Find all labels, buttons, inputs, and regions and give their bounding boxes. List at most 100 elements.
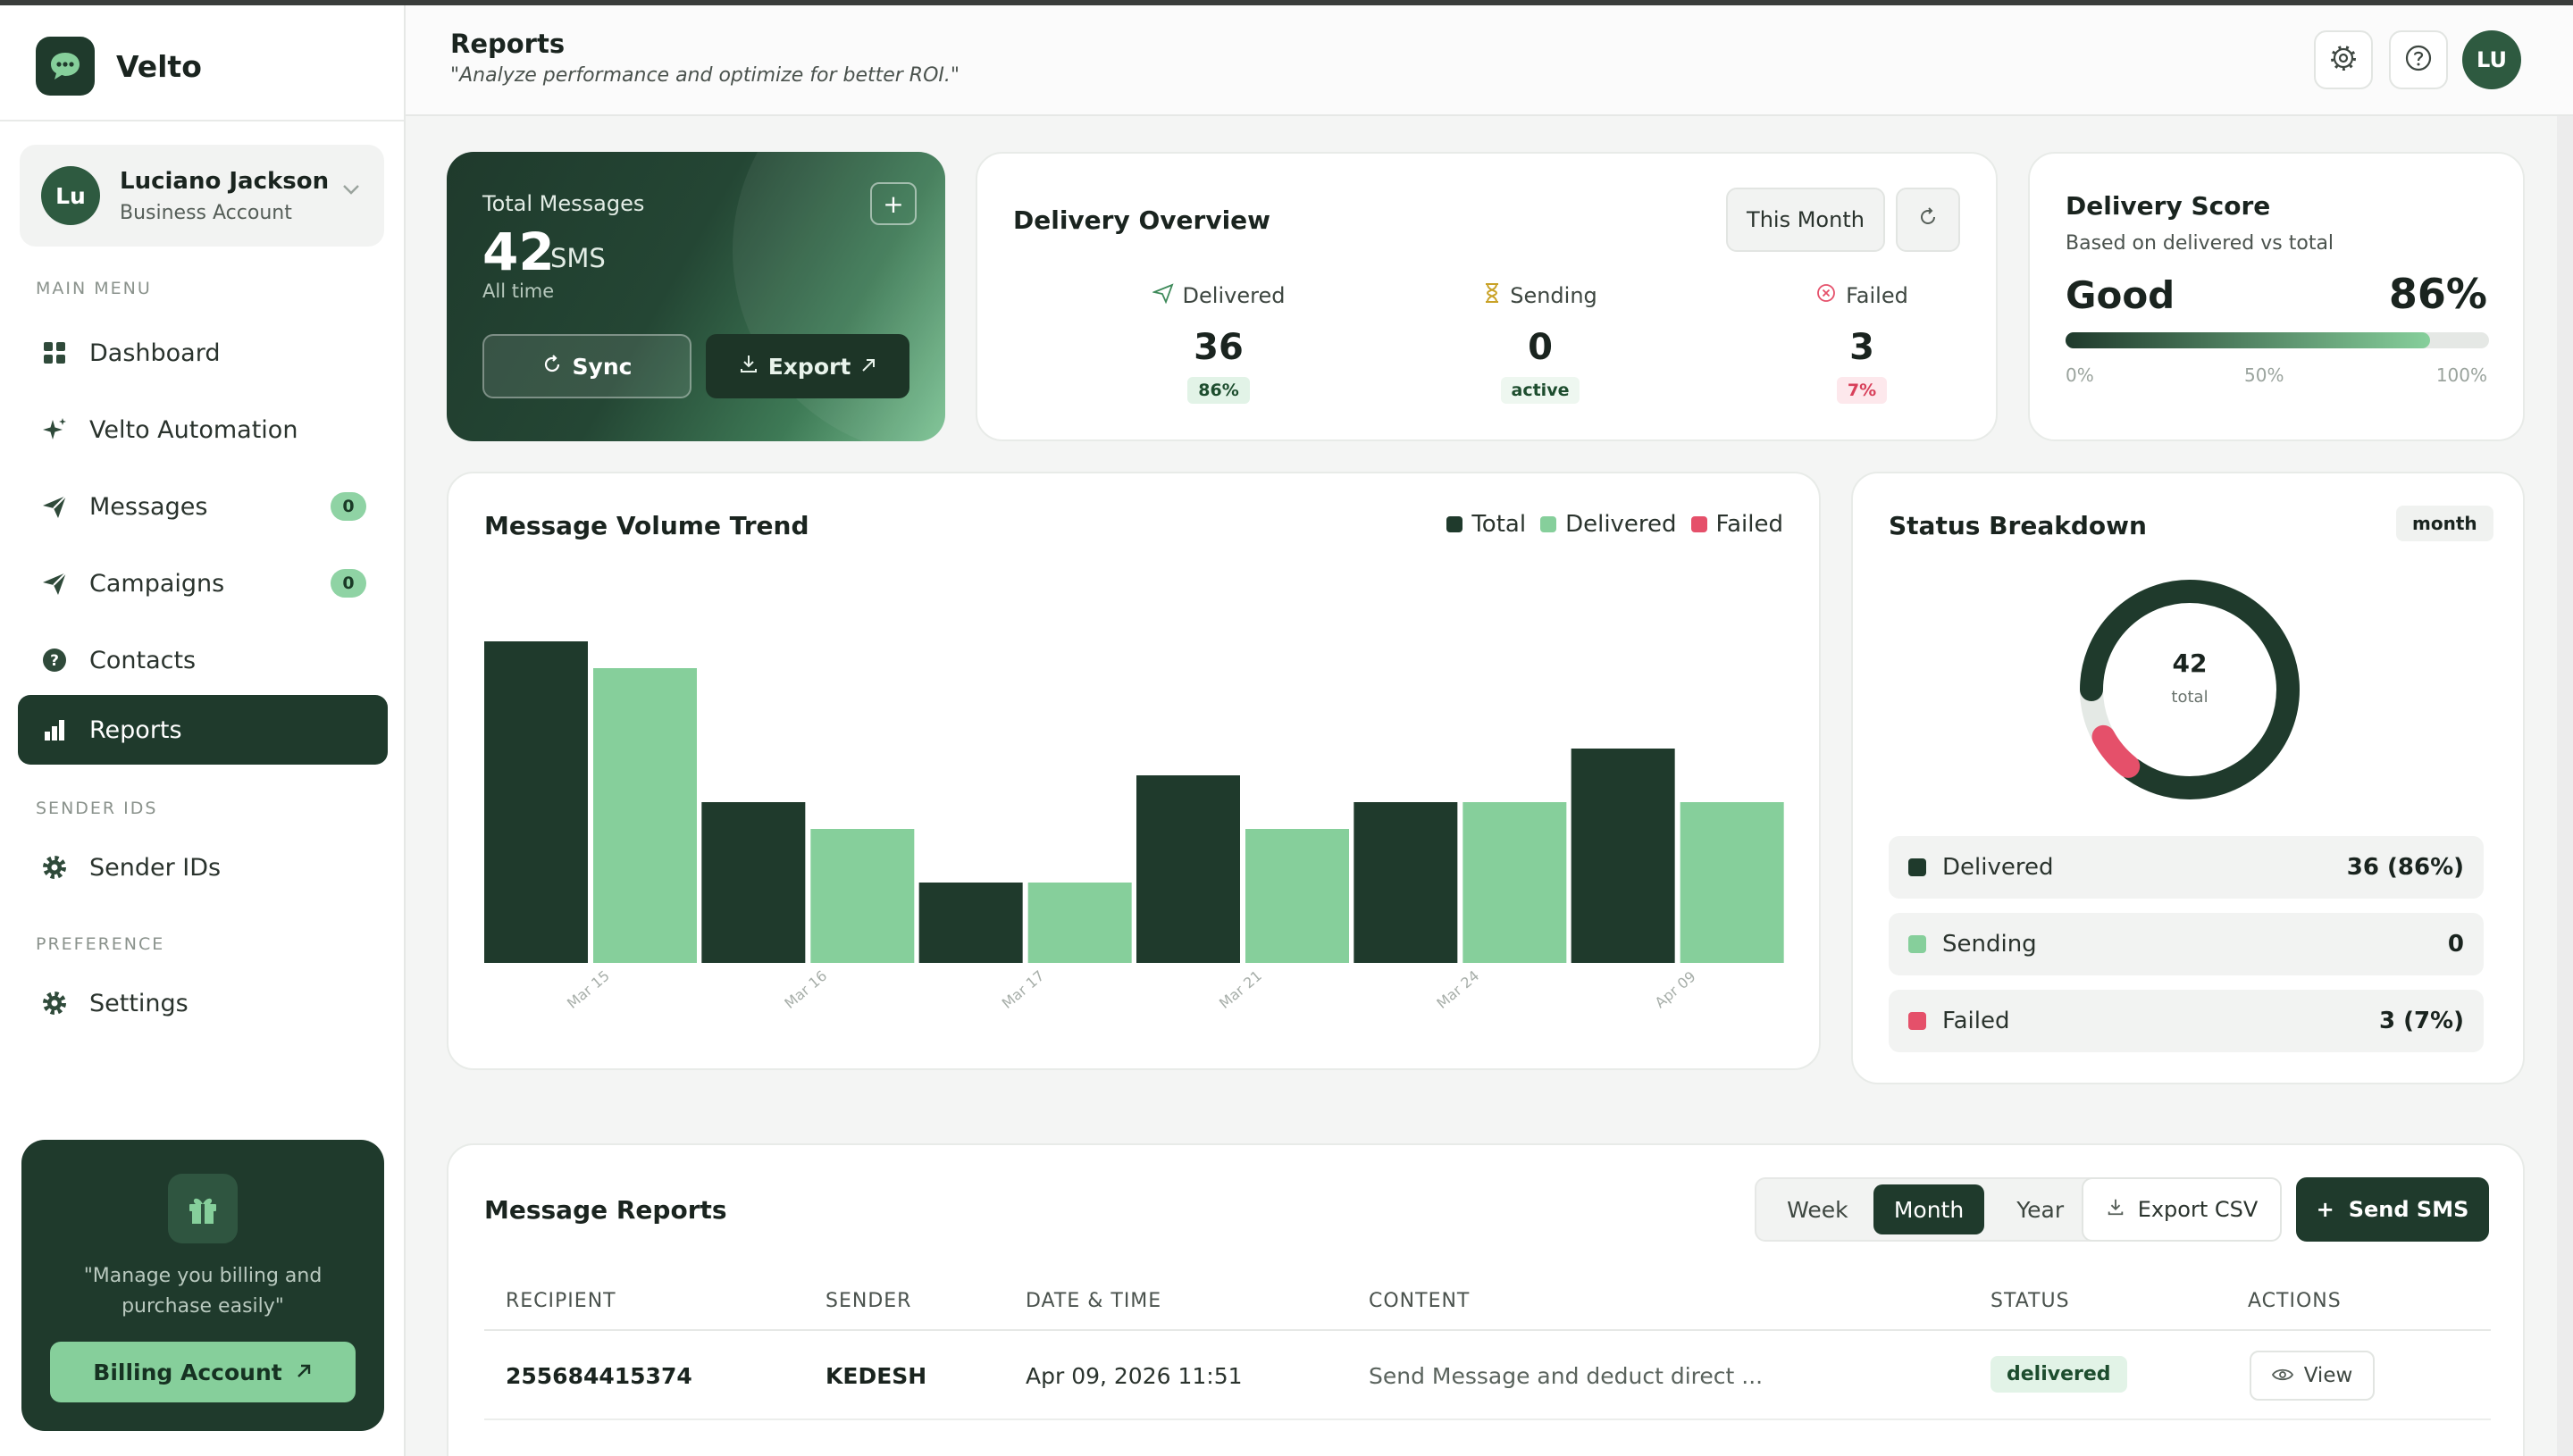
stat-chip: 7% [1836,377,1888,404]
status-breakdown-card: Status Breakdown month 42 total Delivere… [1851,472,2525,1084]
stat-chip: 86% [1187,377,1250,404]
status-row-value: 3 (7%) [2378,1008,2464,1034]
status-row-failed: Failed 3 (7%) [1889,990,2484,1052]
period-select[interactable]: This Month [1726,188,1885,252]
bar-total-0[interactable] [484,641,588,963]
bar-chart-icon [39,715,70,745]
brand[interactable]: Velto [36,36,202,96]
bar-delivered-1[interactable] [810,829,915,963]
x-circle-icon [1815,282,1837,309]
table-row-divider [484,1418,2491,1420]
bar-total-3[interactable] [1136,775,1240,963]
gift-icon [168,1174,238,1243]
view-label: View [2303,1364,2353,1387]
billing-button-label: Billing Account [93,1359,282,1385]
hourglass-icon [1483,282,1501,309]
status-donut-chart [2080,580,2300,799]
scrollbar[interactable] [2557,116,2573,1456]
export-button[interactable]: Export [706,334,909,398]
sidebar-item-dashboard[interactable]: Dashboard [18,318,388,388]
x-tick-label: Mar 21 [1216,967,1265,1012]
view-button[interactable]: View [2250,1351,2375,1401]
export-csv-button[interactable]: Export CSV [2082,1177,2282,1242]
donut-slice-delivered[interactable] [2080,580,2300,799]
x-tick-label: Mar 17 [999,967,1048,1012]
delivery-score-subtitle: Based on delivered vs total [2066,232,2334,255]
cell-content: Send Message and deduct direct ... [1369,1363,1764,1389]
page-title: Reports [450,29,566,59]
delivery-score-percent: 86% [2388,270,2487,318]
billing-account-button[interactable]: Billing Account [50,1342,356,1402]
export-label: Export [767,353,851,380]
bar-delivered-0[interactable] [593,668,697,963]
sidebar-item-messages[interactable]: Messages 0 [18,472,388,541]
bar-total-2[interactable] [918,883,1023,963]
status-badge: delivered [1991,1356,2127,1393]
sidebar-item-settings[interactable]: Settings [18,968,388,1038]
bar-delivered-4[interactable] [1463,802,1567,963]
bar-delivered-3[interactable] [1245,829,1349,963]
column-header-sender[interactable]: SENDER [826,1290,912,1312]
stat-delivered: Delivered 36 86% [1085,282,1353,404]
total-messages-card: Total Messages 42 SMS All time + Sync Ex… [447,152,945,441]
sync-button[interactable]: Sync [482,334,691,398]
bar-total-5[interactable] [1571,749,1675,963]
column-header-status[interactable]: STATUS [1991,1290,2070,1312]
column-header-actions[interactable]: ACTIONS [2248,1290,2342,1312]
x-tick-label: Mar 16 [781,967,830,1012]
sidebar-item-label: Sender IDs [89,853,222,882]
sidebar-item-label: Reports [89,715,182,744]
refresh-button[interactable] [1896,188,1960,252]
send-icon [39,568,70,598]
send-sms-label: Send SMS [2348,1197,2469,1222]
total-messages-label: Total Messages [482,191,645,216]
account-switcher[interactable]: Lu Luciano Jackson Business Account [20,145,384,247]
send-sms-button[interactable]: + Send SMS [2296,1177,2489,1242]
column-header-datetime[interactable]: DATE & TIME [1026,1290,1162,1312]
send-icon [1151,282,1174,309]
column-header-content[interactable]: CONTENT [1369,1290,1471,1312]
range-year[interactable]: Year [2016,1196,2065,1223]
column-header-recipient[interactable]: RECIPIENT [506,1290,616,1312]
bar-total-1[interactable] [701,802,806,963]
brand-name: Velto [116,48,202,84]
status-row-label: Sending [1942,931,2037,958]
status-row-value: 0 [2447,931,2464,958]
total-messages-value: 42 [482,222,555,282]
sidebar-item-velto-automation[interactable]: Velto Automation [18,395,388,464]
stat-chip: active [1500,377,1580,404]
total-messages-sub: All time [482,280,555,302]
bar-total-4[interactable] [1354,802,1458,963]
add-button[interactable]: + [870,182,917,225]
bar-delivered-2[interactable] [1027,883,1132,963]
sidebar-item-label: Contacts [89,646,197,674]
sidebar-item-sender-ids[interactable]: Sender IDs [18,833,388,902]
period-chip[interactable]: month [2396,506,2493,541]
sidebar-item-contacts[interactable]: ? Contacts [18,625,388,695]
status-row-sending: Sending 0 [1889,913,2484,975]
bar-delivered-5[interactable] [1680,802,1784,963]
range-toggle: Week Month Year [1755,1177,2103,1242]
settings-button[interactable] [2314,30,2373,89]
range-week[interactable]: Week [1787,1196,1848,1223]
sidebar-item-campaigns[interactable]: Campaigns 0 [18,548,388,618]
count-badge: 0 [331,492,366,521]
range-month[interactable]: Month [1873,1184,1985,1234]
sidebar-item-reports[interactable]: Reports [18,695,388,765]
score-progress-fill [2066,332,2430,348]
grid-icon [39,338,70,368]
avatar: Lu [41,166,100,225]
donut-center-value: 42 [2172,649,2208,678]
cell-sender: KEDESH [826,1363,927,1389]
user-avatar[interactable]: LU [2462,30,2521,89]
score-tick-min: 0% [2066,364,2094,386]
billing-promo-card: "Manage you billing and purchase easily"… [21,1140,384,1431]
download-icon [2106,1197,2125,1222]
help-button[interactable] [2389,30,2448,89]
message-reports-title: Message Reports [484,1195,727,1225]
stat-label: Failed [1846,283,1908,308]
stat-value: 0 [1528,327,1553,368]
period-label: This Month [1747,207,1865,232]
score-progress-bar [2066,332,2489,348]
stat-label: Delivered [1182,283,1286,308]
